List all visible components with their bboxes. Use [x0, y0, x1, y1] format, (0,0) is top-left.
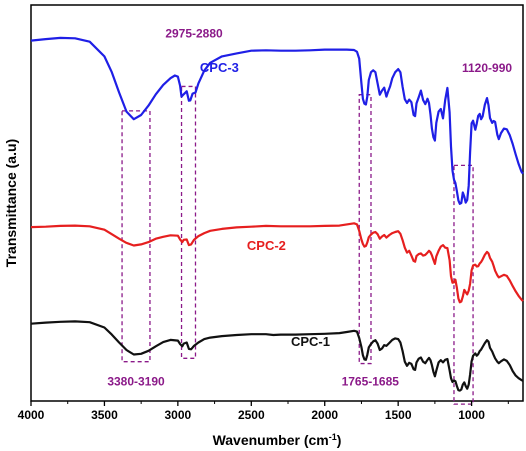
- x-axis: 4000 3500 3000 2500 2000 1500 1000: [18, 401, 509, 422]
- x-tick-label-1: 3500: [91, 408, 118, 422]
- x-tick-label-2: 3000: [165, 408, 192, 422]
- annotation-label-2: 1765-1685: [342, 374, 400, 388]
- x-tick-label-6: 1000: [458, 408, 485, 422]
- series-lines: [30, 36, 524, 392]
- series-line-cpc-1: [30, 320, 524, 392]
- series-labels: CPC-3 CPC-2 CPC-1: [200, 60, 330, 349]
- series-label-cpc-1: CPC-1: [291, 334, 330, 349]
- y-axis-title: Transmittance (a.u): [3, 139, 19, 267]
- annotation-boxes: [121, 85, 474, 405]
- x-axis-title-main: Wavenumber (cm: [213, 432, 329, 448]
- annotation-box-2: [358, 94, 372, 365]
- annotation-labels: 3380-3190 2975-2880 1765-1685 1120-990: [107, 27, 512, 389]
- annotation-label-0: 3380-3190: [107, 374, 165, 388]
- x-tick-label-3: 2500: [238, 408, 265, 422]
- x-tick-label-0: 4000: [18, 408, 45, 422]
- x-tick-label-5: 1500: [385, 408, 412, 422]
- series-line-cpc-3: [30, 36, 524, 205]
- annotation-box-0: [121, 110, 151, 363]
- x-tick-label-4: 2000: [311, 408, 338, 422]
- x-axis-title: Wavenumber (cm-1): [213, 432, 342, 448]
- series-line-cpc-2: [30, 222, 524, 304]
- series-label-cpc-3: CPC-3: [200, 60, 239, 75]
- annotation-label-1: 2975-2880: [165, 27, 223, 41]
- annotation-label-3: 1120-990: [462, 61, 512, 75]
- annotation-box-3: [453, 164, 474, 405]
- x-axis-title-tail: ): [337, 432, 342, 448]
- series-label-cpc-2: CPC-2: [247, 238, 286, 253]
- plot-frame: [30, 4, 524, 402]
- annotation-box-1: [180, 85, 197, 359]
- x-axis-title-sup: -1: [329, 432, 337, 442]
